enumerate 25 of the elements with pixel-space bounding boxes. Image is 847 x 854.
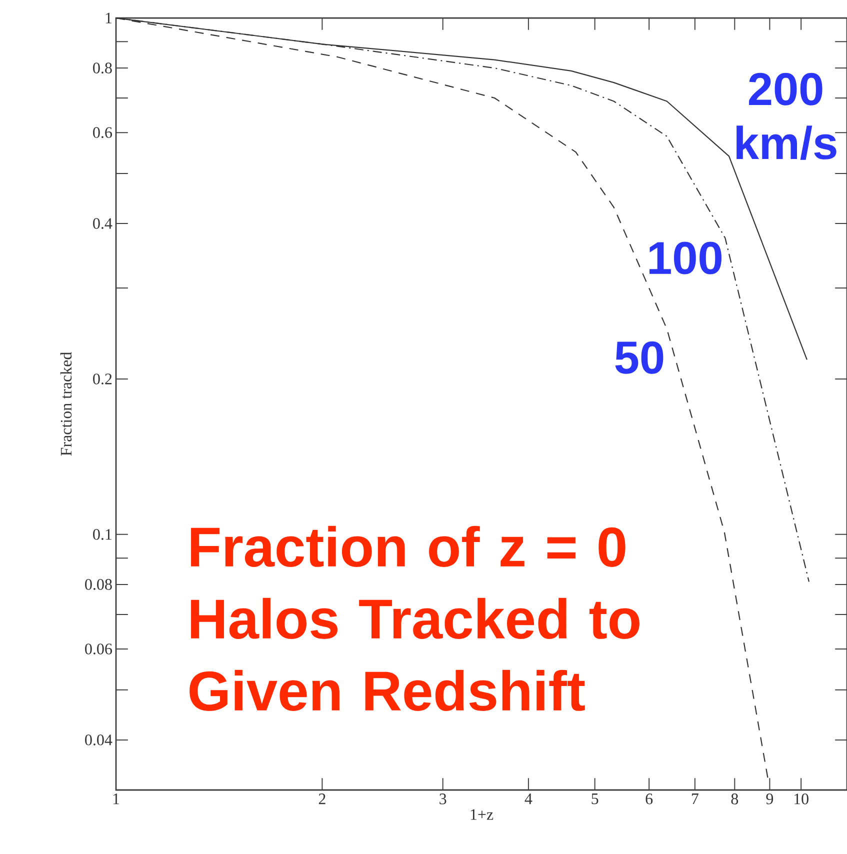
x-tick-label: 10 [794,794,808,804]
x-tick-label: 9 [766,794,774,804]
y-tick-label: 0.06 [85,644,112,654]
x-tick-label: 2 [318,794,326,804]
y-tick-label: 0.4 [93,218,112,229]
annotation: Fraction of z = 0 Halos Tracked to Given Redshift [190,526,640,711]
x-tick-label: 5 [592,794,598,804]
series-label: 50 [615,341,664,374]
series-label: 100 [650,242,722,274]
y-tick-label: 0.04 [85,734,112,746]
x-tick-label: 1 [113,794,120,804]
y-axis-title: Fraction tracked [60,352,72,456]
y-tick-label: 0.6 [93,127,112,138]
y-tick-label: 0.1 [93,529,112,540]
y-tick-label: 0.2 [93,374,112,384]
x-axis-title: 1+z [470,809,494,820]
y-tick-label: 0.08 [85,579,112,590]
x-tick-label: 6 [646,794,653,804]
x-tick-label: 4 [524,794,532,804]
legend-label: 200 km/s [736,72,836,160]
y-tick-label: 0.8 [93,62,112,74]
y-tick-label: 1 [106,12,112,24]
x-tick-label: 7 [692,794,698,804]
x-tick-label: 8 [731,794,738,804]
x-tick-label: 3 [440,794,446,804]
